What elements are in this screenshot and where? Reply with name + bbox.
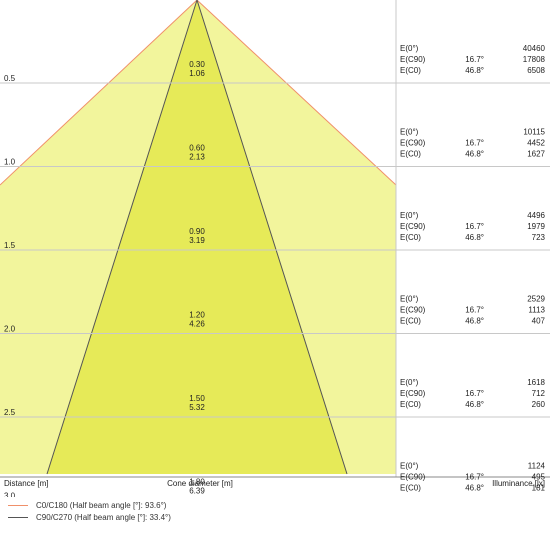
illuminance-label: E(C90) (400, 139, 426, 148)
illuminance-label: E(C0) (400, 150, 421, 159)
illuminance-label: E(C0) (400, 484, 421, 493)
illuminance-label: E(0°) (400, 378, 419, 387)
illuminance-label: E(C0) (400, 233, 421, 242)
illuminance-angle: 46.8° (465, 484, 484, 493)
illuminance-value: 495 (532, 473, 546, 482)
legend: C0/C180 (Half beam angle [°]: 93.6°) C90… (0, 497, 550, 545)
illuminance-label: E(C90) (400, 473, 426, 482)
legend-item-c0: C0/C180 (Half beam angle [°]: 93.6°) (8, 499, 166, 511)
illuminance-value: 407 (532, 317, 546, 326)
illuminance-angle: 46.8° (465, 317, 484, 326)
distance-label: 1.0 (4, 158, 16, 167)
illuminance-angle: 16.7° (465, 473, 484, 482)
illuminance-angle: 16.7° (465, 306, 484, 315)
distance-label: 1.5 (4, 241, 16, 250)
distance-axis-label: Distance [m] (4, 479, 48, 488)
illuminance-value: 4452 (527, 139, 545, 148)
beam-cones (0, 0, 397, 475)
illuminance-angle: 16.7° (465, 389, 484, 398)
cone-diameter-c0: 0.30 (189, 60, 205, 69)
inner-cone (47, 0, 347, 474)
illuminance-label: E(0°) (400, 128, 419, 137)
distance-label: 0.5 (4, 74, 16, 83)
illuminance-label: E(C90) (400, 222, 426, 231)
illuminance-value: 1618 (527, 378, 545, 387)
outer-cone-outline (0, 0, 397, 186)
cone-diameter-c90: 6.39 (189, 487, 205, 496)
distance-label: 2.0 (4, 325, 16, 334)
cone-diameter-c0: 0.60 (189, 144, 205, 153)
illuminance-label: E(C0) (400, 317, 421, 326)
legend-label-c90: C90/C270 (Half beam angle [°]: 33.4°) (36, 512, 171, 522)
illuminance-angle: 16.7° (465, 222, 484, 231)
cone-diameter-c90: 5.32 (189, 403, 205, 412)
illuminance-label: E(C90) (400, 55, 426, 64)
illuminance-value: 4496 (527, 211, 545, 220)
illuminance-value: 2529 (527, 295, 545, 304)
illuminance-value: 1979 (527, 222, 545, 231)
illuminance-angle: 46.8° (465, 66, 484, 75)
illuminance-value: 10115 (523, 128, 545, 137)
legend-item-c90: C90/C270 (Half beam angle [°]: 33.4°) (8, 511, 171, 523)
cone-diameter-c90: 1.06 (189, 69, 205, 78)
row-labels: 0.5 0.301.06 E(0°) 40460 E(C90) 16.7° 17808 E(C… (4, 44, 546, 497)
illuminance-label: E(0°) (400, 211, 419, 220)
illuminance-value: 6508 (527, 66, 545, 75)
cone-diameter-axis-label: Cone diameter [m] (167, 479, 233, 488)
illuminance-angle: 46.8° (465, 400, 484, 409)
beam-diagram: 0.5 0.301.06 E(0°) 40460 E(C90) 16.7° 17808 E(C… (0, 0, 550, 497)
illuminance-angle: 16.7° (465, 55, 484, 64)
cone-diameter-c0: 1.50 (189, 394, 205, 403)
illuminance-value: 1124 (528, 462, 546, 471)
illuminance-angle: 16.7° (465, 139, 484, 148)
illuminance-value: 712 (532, 389, 546, 398)
illuminance-value: 40460 (523, 44, 546, 53)
cone-diameter-c0: 0.90 (189, 227, 205, 236)
cone-diameter-c90: 4.26 (189, 320, 205, 329)
illuminance-value: 17808 (523, 55, 546, 64)
illuminance-label: E(C90) (400, 389, 426, 398)
legend-swatch-c90 (8, 516, 28, 518)
illuminance-label: E(0°) (400, 462, 419, 471)
illuminance-value: 1627 (527, 150, 545, 159)
cone-diameter-c0: 1.20 (189, 311, 205, 320)
illuminance-label: E(C0) (400, 66, 421, 75)
illuminance-label: E(0°) (400, 295, 419, 304)
cone-diameter-c90: 2.13 (189, 153, 205, 162)
illuminance-value: 723 (532, 233, 546, 242)
illuminance-value: 181 (532, 484, 546, 493)
distance-gridlines (0, 0, 550, 478)
illuminance-label: E(0°) (400, 44, 419, 53)
legend-label-c0: C0/C180 (Half beam angle [°]: 93.6°) (36, 500, 167, 510)
distance-label: 3.0 (4, 492, 16, 498)
illuminance-value: 260 (532, 400, 546, 409)
illuminance-angle: 46.8° (465, 233, 484, 242)
illuminance-label: E(C90) (400, 306, 426, 315)
illuminance-label: E(C0) (400, 400, 421, 409)
illuminance-angle: 46.8° (465, 150, 484, 159)
legend-swatch-c0 (8, 504, 28, 506)
illuminance-axis-label: Illuminance [lx] (492, 479, 545, 488)
cone-diameter-c90: 3.19 (189, 236, 205, 245)
cone-diameter-c0: 1.80 (189, 478, 205, 487)
inner-cone-outline (46, 0, 348, 475)
illuminance-value: 1113 (528, 306, 545, 315)
distance-label: 2.5 (4, 408, 16, 417)
